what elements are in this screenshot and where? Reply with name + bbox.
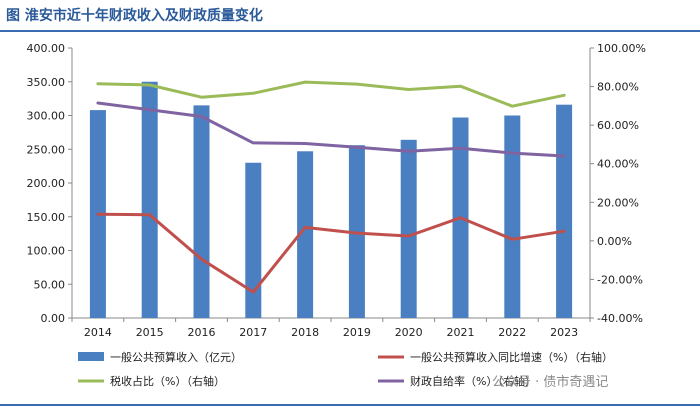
legend-label: 一般公共预算收入（亿元） [110, 350, 242, 364]
x-tick-label: 2018 [291, 326, 319, 339]
series-point [303, 142, 307, 145]
y-left-tick-label: 300.00 [27, 110, 66, 123]
series-point [303, 80, 307, 84]
figure-title: 图 淮安市近十年财政收入及财政质量变化 [6, 8, 263, 24]
y-right-tick-label: 0.00% [597, 235, 632, 248]
series-point [96, 82, 100, 85]
y-right-tick-label: 60.00% [597, 119, 639, 132]
series-point [200, 95, 203, 99]
x-tick-label: 2021 [447, 326, 475, 339]
legend-label: 税收占比（%）（右轴） [110, 374, 225, 388]
y-right-tick-label: 100.00% [597, 42, 646, 55]
y-right-tick-label: 80.00% [597, 81, 639, 94]
series-point [407, 234, 410, 238]
y-right-tick-label: 20.00% [597, 196, 639, 209]
y-left-tick-label: 0.00 [41, 312, 66, 325]
bar [141, 81, 158, 318]
title-rule [0, 30, 700, 32]
y-left-tick-label: 50.00 [34, 278, 66, 291]
series-point [511, 105, 514, 108]
series-point [459, 84, 462, 88]
bottom-rule [0, 404, 700, 406]
y-left-tick-label: 250.00 [27, 143, 66, 156]
x-tick-label: 2016 [188, 326, 216, 339]
y-right-tick-label: -20.00% [597, 273, 643, 286]
series-point [511, 151, 514, 155]
series-point [200, 257, 203, 261]
bar [245, 162, 262, 318]
watermark: 公众号 · 债市奇遇记 [492, 375, 609, 390]
bar [400, 139, 417, 318]
x-tick-label: 2015 [136, 326, 164, 339]
series-point [148, 213, 151, 217]
series-point [355, 82, 359, 86]
y-left-tick-label: 350.00 [27, 76, 66, 89]
x-tick-label: 2023 [550, 326, 578, 339]
y-right-tick-label: -40.00% [597, 312, 643, 325]
series-point [252, 141, 255, 145]
series-point [562, 94, 566, 97]
series-point [148, 108, 151, 111]
series-point [355, 146, 359, 149]
y-left-tick-label: 400.00 [27, 42, 66, 55]
x-tick-label: 2014 [84, 326, 112, 339]
series-point [562, 154, 566, 158]
series-point [252, 92, 255, 95]
series-point [459, 147, 462, 150]
series-line-3 [96, 101, 566, 158]
x-tick-label: 2019 [343, 326, 371, 339]
bar [556, 104, 573, 318]
legend-swatch-bar [78, 352, 104, 361]
series-point [459, 216, 462, 219]
series-point [407, 149, 410, 153]
series-point [96, 101, 100, 105]
series-line-1 [96, 212, 566, 294]
y-left-tick-label: 200.00 [27, 177, 66, 190]
y-right-tick-label: 40.00% [597, 158, 639, 171]
series-point [148, 83, 151, 87]
series-point [252, 290, 255, 294]
bar [504, 115, 521, 318]
bar [297, 151, 314, 318]
y-left-tick-label: 100.00 [27, 245, 66, 258]
legend-label: 一般公共预算收入同比增速（%）（右轴） [410, 350, 613, 364]
y-left-tick-label: 150.00 [27, 211, 66, 224]
series-point [200, 115, 203, 118]
series-point [96, 213, 100, 216]
x-tick-label: 2022 [498, 326, 526, 339]
series-point [511, 238, 514, 241]
x-tick-label: 2020 [395, 326, 423, 339]
series-line-2 [96, 80, 566, 108]
series-point [562, 230, 566, 233]
series-point [355, 231, 359, 235]
series-point [303, 226, 307, 229]
series-point [407, 88, 410, 91]
legend-label: 财政自给率（%）（右轴） [410, 374, 536, 388]
bar [193, 105, 210, 318]
x-tick-label: 2017 [239, 326, 267, 339]
